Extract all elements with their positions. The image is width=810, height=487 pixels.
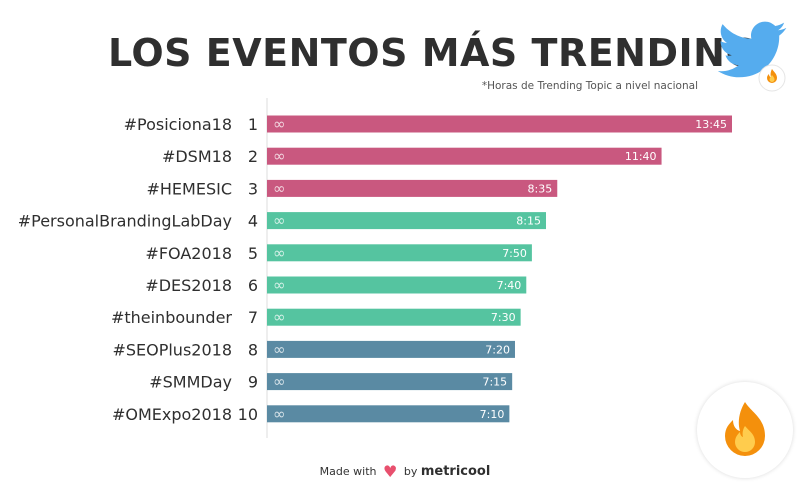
value-label: 7:30 xyxy=(491,311,516,324)
rank-label: 3 xyxy=(248,179,258,198)
footer: Made with ♥ by metricool xyxy=(0,462,810,481)
twitter-bird-icon xyxy=(717,21,787,92)
footer-brand: metricool xyxy=(420,464,491,479)
value-label: 8:35 xyxy=(528,182,553,195)
infinity-icon: ∞ xyxy=(273,373,286,391)
infinity-icon: ∞ xyxy=(273,308,286,326)
rank-label: 5 xyxy=(248,244,258,263)
rank-label: 6 xyxy=(248,276,258,295)
category-label: #OMExpo2018 xyxy=(112,405,232,424)
fire-badge xyxy=(697,382,793,478)
value-label: 11:40 xyxy=(625,150,657,163)
rank-label: 9 xyxy=(248,373,258,392)
fire-icon xyxy=(725,402,765,456)
value-label: 7:15 xyxy=(482,376,507,389)
rank-label: 2 xyxy=(248,147,258,166)
chart-subtitle: *Horas de Trending Topic a nivel naciona… xyxy=(481,80,698,92)
bar xyxy=(267,405,510,423)
rank-label: 10 xyxy=(238,405,258,424)
category-label: #FOA2018 xyxy=(145,244,232,263)
infinity-icon: ∞ xyxy=(273,115,286,133)
bar xyxy=(267,244,532,262)
category-label: #HEMESIC xyxy=(146,179,232,198)
category-label: #DSM18 xyxy=(162,147,232,166)
bar xyxy=(267,276,527,294)
infinity-icon: ∞ xyxy=(273,147,286,165)
infinity-icon: ∞ xyxy=(273,244,286,262)
value-label: 7:50 xyxy=(502,247,527,260)
bars-group: #Posiciona18 1 ∞ 13:45 #DSM18 2 ∞ 11:40 #HEMESIC… xyxy=(18,115,732,424)
rank-label: 7 xyxy=(248,308,258,327)
category-label: #SMMDay xyxy=(149,373,232,392)
value-label: 7:20 xyxy=(485,343,510,356)
rank-label: 1 xyxy=(248,115,258,134)
bar xyxy=(267,179,558,197)
bar xyxy=(267,308,521,326)
value-label: 8:15 xyxy=(516,215,541,228)
bar xyxy=(267,212,546,230)
infinity-icon: ∞ xyxy=(273,405,286,423)
value-label: 13:45 xyxy=(695,118,727,131)
bar xyxy=(267,340,515,358)
bar xyxy=(267,373,513,391)
category-label: #DES2018 xyxy=(145,276,232,295)
heart-icon: ♥ xyxy=(383,462,398,481)
infinity-icon: ∞ xyxy=(273,212,286,230)
chart-title: LOS EVENTOS MÁS TRENDING xyxy=(108,31,758,75)
value-label: 7:40 xyxy=(497,279,522,292)
infinity-icon: ∞ xyxy=(273,340,286,358)
category-label: #SEOPlus2018 xyxy=(112,340,232,359)
footer-made-with: Made with xyxy=(319,465,377,478)
value-label: 7:10 xyxy=(480,408,505,421)
category-label: #theinbounder xyxy=(111,308,232,327)
category-label: #PersonalBrandingLabDay xyxy=(18,212,232,231)
footer-by: by xyxy=(403,465,418,478)
infinity-icon: ∞ xyxy=(273,276,286,294)
infinity-icon: ∞ xyxy=(273,179,286,197)
category-label: #Posiciona18 xyxy=(124,115,232,134)
rank-label: 4 xyxy=(248,212,258,231)
rank-label: 8 xyxy=(248,340,258,359)
bar xyxy=(267,147,662,165)
bar xyxy=(267,115,732,133)
